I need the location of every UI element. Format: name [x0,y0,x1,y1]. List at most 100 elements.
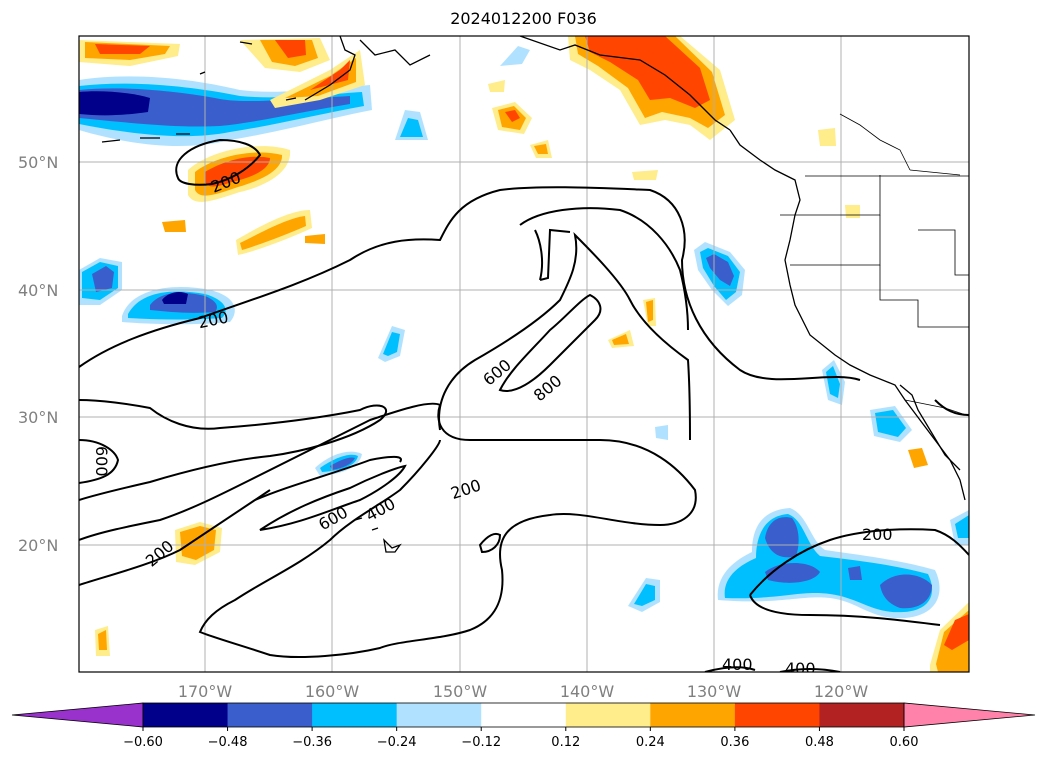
contour-600-core [438,231,691,441]
positive-shading-patch [632,170,658,180]
plot-area: 200 200 600 800 600 200 600 400 200 200 … [79,36,969,678]
colorbar-tick-label: −0.24 [377,735,417,750]
colorbar-segment [734,703,820,727]
colorbar-segment [650,703,736,727]
negative-shading-patch-inner [634,584,655,606]
colorbar-tick-label: 0.60 [890,735,919,750]
colorbar-tick-label: 0.36 [720,735,749,750]
negative-shading-patch-inner [955,515,969,538]
longitude-labels: 170°W 160°W 150°W 140°W 130°W 120°W [178,682,869,701]
negative-shading-band-deep [79,91,150,116]
contour-label-400-c: 400 [785,659,816,678]
negative-shading-southeast-core [765,517,799,558]
contour-600-west [79,439,120,484]
border [839,113,911,171]
colorbar-extend-low [11,702,144,728]
positive-shading-patch-inner [534,144,548,154]
contour-label-600-b: 600 [92,446,111,477]
contour-label-200-e: 200 [862,525,893,544]
colorbar: −0.60 −0.48 −0.36 −0.24 −0.12 0.12 0.24 0.36 0.4… [11,702,1036,750]
contour-200-far-south [79,489,271,586]
lon-label-150w: 150°W [433,682,488,701]
lon-label-130w: 130°W [687,682,742,701]
lon-label-160w: 160°W [305,682,360,701]
contour-label-400-b: 400 [722,655,753,674]
colorbar-segment [819,703,905,727]
positive-shading-patch [162,220,186,232]
positive-shading-patch [908,448,928,468]
contour-200-south [79,402,697,659]
lat-label-40n: 40°N [18,281,58,300]
positive-shading-patch [488,80,505,92]
negative-shading-40n-deep [162,292,188,304]
island-chain [101,41,297,143]
colorbar-segment [143,703,229,727]
contour-200-se-lower [749,594,941,626]
contour-600-south [259,464,407,531]
colorbar-tick-label: 0.12 [551,735,580,750]
negative-shading-patch [655,425,668,440]
positive-shading-patch-inner [240,216,306,250]
negative-shading-patch-core [706,254,734,286]
lat-label-20n: 20°N [18,536,58,555]
contour-label-600-c: 600 [315,503,351,535]
latitude-labels: 50°N 40°N 30°N 20°N [18,153,58,555]
state-borders [780,113,969,417]
shading-fills [79,36,969,672]
contour-label-200-c: 200 [142,536,178,570]
lat-label-50n: 50°N [18,153,58,172]
lat-label-30n: 30°N [18,408,58,427]
colorbar-tick-label: −0.60 [123,735,163,750]
contour-label-800: 800 [530,371,566,405]
contour-200-west [79,186,861,381]
contour-200-se [749,528,969,596]
positive-shading-ak-gulf [270,50,365,108]
baja-coastline [899,384,961,471]
positive-shading-southeast-corner-core [944,614,969,650]
contour-east-edge [934,399,969,416]
negative-shading-southeast-core [848,566,862,580]
colorbar-extend-high [903,702,1036,728]
positive-shading-patch-inner [612,334,629,345]
positive-shading-top-mid-core [275,40,306,58]
hawaii-islands [354,517,402,553]
positive-shading-patch-inner [98,630,107,650]
colorbar-frame [142,702,905,728]
lon-label-120w: 120°W [814,682,869,701]
colorbar-segment [227,703,313,727]
colorbar-tick-label: −0.36 [292,735,332,750]
contour-label-400-a: 400 [363,494,399,525]
positive-shading-ak-gulf-inner [285,58,356,98]
border [790,215,881,266]
map-title: 2024012200 F036 [450,9,597,28]
positive-shading-patch-inner [646,300,653,322]
colorbar-segment [481,703,567,727]
contour-600-east-hook [519,207,689,331]
contour-label-600-a: 600 [479,355,515,389]
contour-200-north [175,138,262,186]
negative-shading-southeast-core [880,574,932,609]
colorbar-segment [396,703,482,727]
positive-shading-ak-gulf-core [310,60,350,90]
lon-label-140w: 140°W [560,682,615,701]
negative-shading-patch [500,46,530,66]
contour-label-group: 200 200 600 800 600 200 600 400 200 200 … [92,168,893,678]
positive-shading-alaska-core [585,36,710,108]
contour-200-hawaii-loop [478,532,502,554]
colorbar-tick-label: −0.48 [208,735,248,750]
positive-shading-50n-core [205,156,270,187]
positive-shading-patch [305,234,325,244]
lon-label-170w: 170°W [178,682,233,701]
negative-shading-patch-inner [400,118,423,137]
negative-shading-patch-inner [383,332,400,356]
colorbar-segment [312,703,398,727]
colorbar-tick-label: −0.12 [461,735,501,750]
contour-lines [79,138,969,672]
negative-shading-patch-inner [826,366,840,398]
contour-600-west-hook [534,228,571,281]
positive-shading-patch-inner [180,526,216,560]
contour-400-a [254,455,402,501]
coastlines [101,36,966,553]
border [909,169,961,176]
